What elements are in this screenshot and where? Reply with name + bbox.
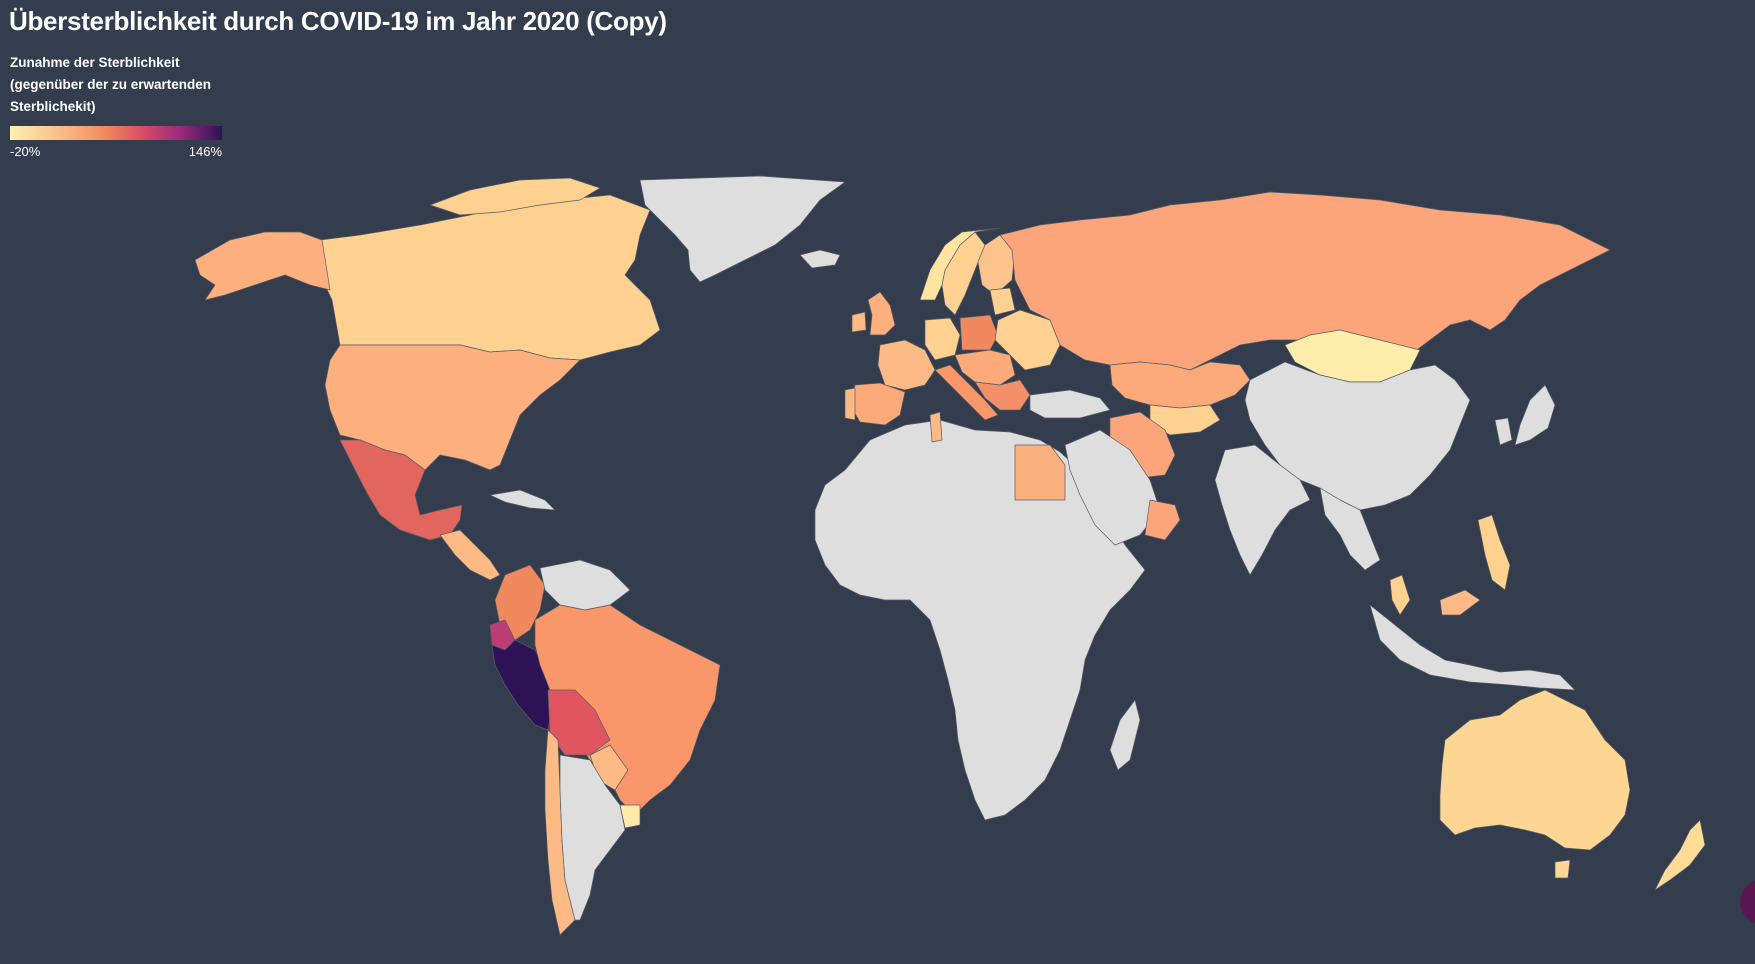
country-philippines[interactable]	[1477, 514, 1511, 591]
country-ireland[interactable]	[851, 311, 867, 333]
map-title: Übersterblichkeit durch COVID-19 im Jahr…	[9, 6, 667, 36]
legend-min-label: -20%	[10, 144, 41, 159]
country-southeast-asia[interactable]	[1319, 487, 1381, 571]
legend-max-label: 146%	[188, 144, 222, 159]
country-south-korea[interactable]	[1494, 417, 1513, 446]
country-poland[interactable]	[959, 314, 999, 351]
legend-color-ramp	[10, 126, 222, 140]
country-russia[interactable]	[999, 191, 1611, 371]
country-cuba[interactable]	[489, 489, 556, 511]
country-belarus-ukraine[interactable]	[994, 309, 1061, 371]
country-egypt[interactable]	[1014, 444, 1066, 501]
country-baltics[interactable]	[989, 287, 1016, 316]
country-india[interactable]	[1214, 444, 1311, 576]
country-indonesia[interactable]	[1369, 604, 1576, 691]
country-australia[interactable]	[1439, 689, 1631, 851]
country-iceland[interactable]	[799, 249, 841, 269]
country-balkans[interactable]	[974, 379, 1031, 411]
country-central-america[interactable]	[439, 529, 501, 581]
country-mexico[interactable]	[339, 439, 463, 541]
country-canada-islands[interactable]	[429, 177, 601, 216]
country-turkey[interactable]	[1029, 389, 1111, 419]
color-legend: Zunahme der Sterblichkeit (gegenüber der…	[10, 52, 230, 159]
country-madagascar[interactable]	[1109, 699, 1141, 771]
country-usa-alaska[interactable]	[194, 231, 331, 301]
country-germany[interactable]	[924, 317, 961, 361]
country-new-zealand[interactable]	[1654, 819, 1706, 891]
country-portugal[interactable]	[844, 387, 856, 421]
country-china[interactable]	[1244, 361, 1471, 511]
country-spain[interactable]	[849, 382, 906, 426]
country-venezuela[interactable]	[539, 559, 631, 611]
country-malaysia[interactable]	[1389, 574, 1411, 616]
country-japan[interactable]	[1514, 384, 1556, 446]
country-usa[interactable]	[324, 344, 581, 471]
country-norway[interactable]	[919, 227, 1001, 301]
country-argentina[interactable]	[559, 754, 626, 921]
country-oman[interactable]	[1144, 499, 1181, 541]
country-uk[interactable]	[867, 291, 896, 336]
country-tasmania[interactable]	[1554, 859, 1571, 879]
country-central-europe[interactable]	[954, 349, 1016, 386]
country-kazakhstan[interactable]	[1109, 361, 1251, 409]
country-colombia[interactable]	[494, 564, 546, 641]
floating-action-button[interactable]	[1740, 880, 1755, 924]
country-canada[interactable]	[317, 194, 661, 361]
country-malaysia-borneo[interactable]	[1439, 589, 1481, 616]
legend-title: Zunahme der Sterblichkeit (gegenüber der…	[10, 55, 212, 114]
country-greenland[interactable]	[639, 175, 846, 283]
country-france[interactable]	[877, 339, 936, 391]
country-tunisia[interactable]	[929, 411, 943, 443]
country-saudi-arabia[interactable]	[1064, 429, 1161, 546]
country-italy[interactable]	[934, 364, 999, 421]
